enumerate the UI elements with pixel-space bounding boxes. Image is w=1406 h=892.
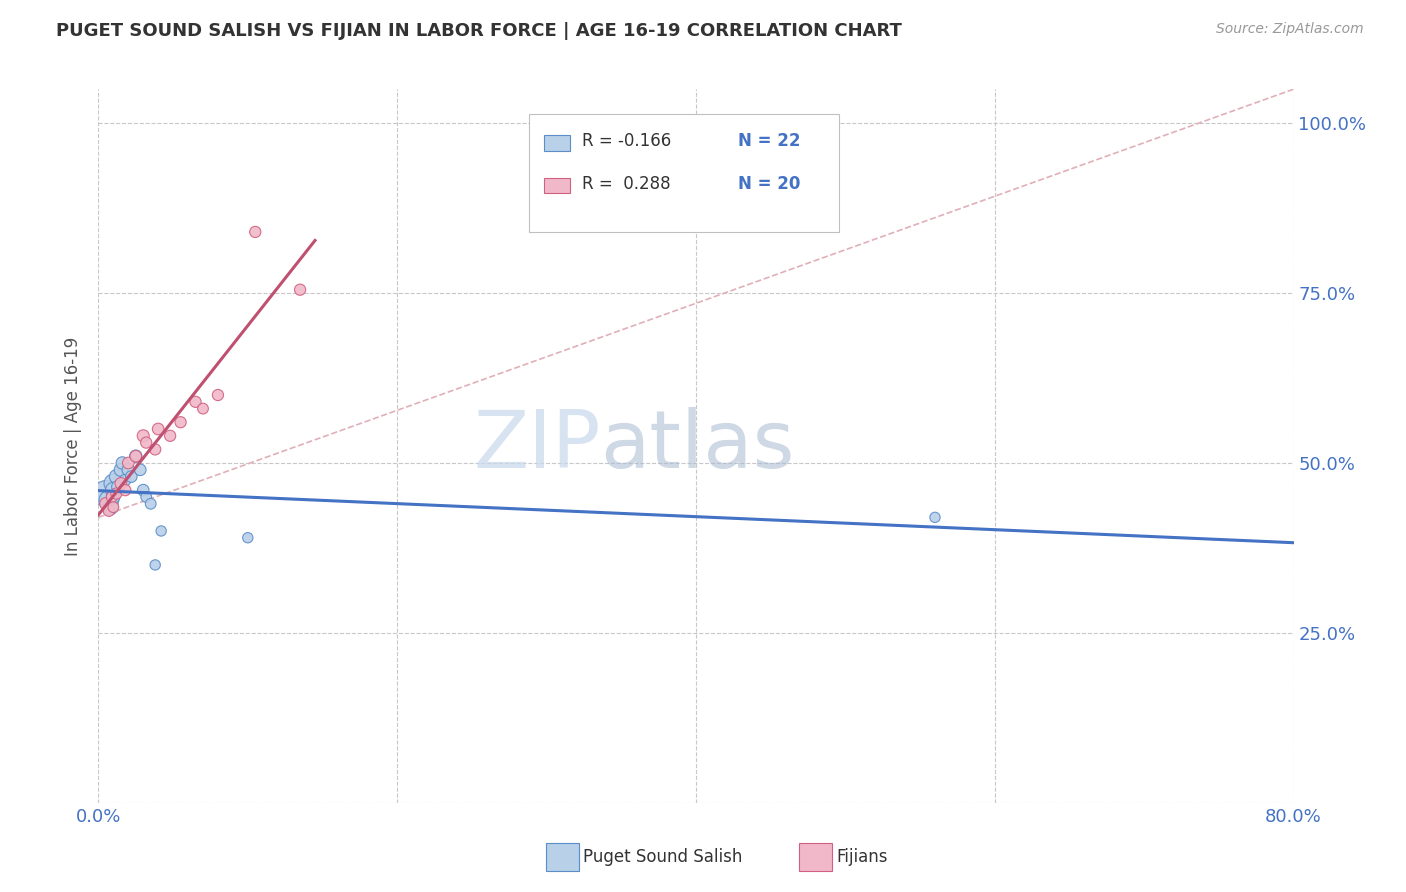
Point — [132, 429, 155, 443]
Text: Source: ZipAtlas.com: Source: ZipAtlas.com — [1216, 22, 1364, 37]
Point — [150, 524, 173, 538]
Point — [135, 490, 157, 504]
Point — [135, 435, 157, 450]
Point — [184, 394, 207, 409]
Point — [117, 463, 139, 477]
Point — [236, 531, 259, 545]
Point — [117, 456, 139, 470]
Point — [132, 483, 155, 498]
Point — [139, 497, 162, 511]
Point — [191, 401, 214, 416]
Point — [103, 500, 125, 515]
Point — [103, 490, 125, 504]
Point — [120, 469, 142, 483]
Point — [103, 483, 125, 498]
Point — [110, 463, 132, 477]
Point — [143, 558, 166, 572]
Point — [159, 429, 181, 443]
Point — [129, 463, 152, 477]
Text: R = -0.166: R = -0.166 — [582, 132, 672, 150]
Point — [101, 490, 124, 504]
Text: ZIP: ZIP — [472, 407, 600, 485]
Point — [169, 415, 191, 429]
Text: PUGET SOUND SALISH VS FIJIAN IN LABOR FORCE | AGE 16-19 CORRELATION CHART: PUGET SOUND SALISH VS FIJIAN IN LABOR FO… — [56, 22, 903, 40]
Point — [207, 388, 229, 402]
Text: Puget Sound Salish: Puget Sound Salish — [583, 848, 742, 866]
Point — [143, 442, 166, 457]
Text: atlas: atlas — [600, 407, 794, 485]
Text: Fijians: Fijians — [837, 848, 889, 866]
Point — [105, 469, 128, 483]
Point — [125, 449, 148, 463]
Point — [103, 476, 125, 491]
Point — [107, 480, 129, 494]
Text: R =  0.288: R = 0.288 — [582, 175, 671, 193]
Point — [94, 486, 117, 500]
Point — [245, 225, 267, 239]
FancyBboxPatch shape — [529, 114, 839, 232]
Point — [105, 486, 128, 500]
Text: N = 22: N = 22 — [738, 132, 800, 150]
FancyBboxPatch shape — [544, 178, 571, 194]
Point — [148, 422, 170, 436]
Point — [125, 449, 148, 463]
Point — [288, 283, 311, 297]
Point — [114, 483, 136, 498]
Text: N = 20: N = 20 — [738, 175, 800, 193]
Point — [110, 476, 132, 491]
Point — [97, 503, 120, 517]
Point — [94, 497, 117, 511]
Point — [114, 473, 136, 487]
FancyBboxPatch shape — [544, 135, 571, 151]
Point — [924, 510, 946, 524]
Point — [100, 500, 122, 515]
Point — [97, 493, 120, 508]
Point — [111, 456, 134, 470]
Y-axis label: In Labor Force | Age 16-19: In Labor Force | Age 16-19 — [65, 336, 83, 556]
